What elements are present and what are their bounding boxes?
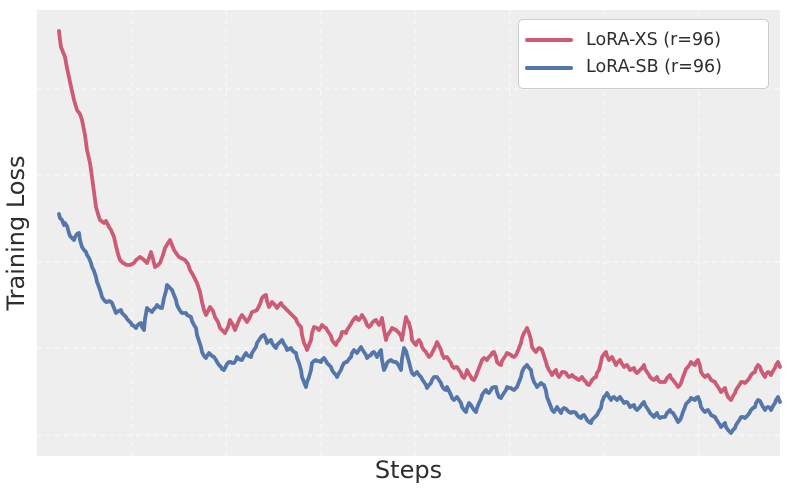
series-line-lora-sb: [57, 212, 782, 435]
x-axis-label: Steps: [374, 456, 443, 484]
series-line-lora-xs: [57, 29, 782, 402]
legend-entry-lora-sb: LoRA-SB (r=96): [525, 56, 762, 79]
legend: LoRA-XS (r=96) LoRA-SB (r=96): [518, 19, 769, 89]
gridlines: [37, 10, 780, 456]
legend-label-lora-sb: LoRA-SB (r=96): [586, 57, 722, 78]
legend-entry-lora-xs: LoRA-XS (r=96): [525, 29, 762, 52]
lora-xs-line-swatch-icon: [525, 38, 573, 43]
legend-label-lora-xs: LoRA-XS (r=96): [586, 29, 722, 50]
lora-sb-line-swatch-icon: [525, 65, 573, 70]
y-axis-label: Training Loss: [2, 155, 30, 311]
